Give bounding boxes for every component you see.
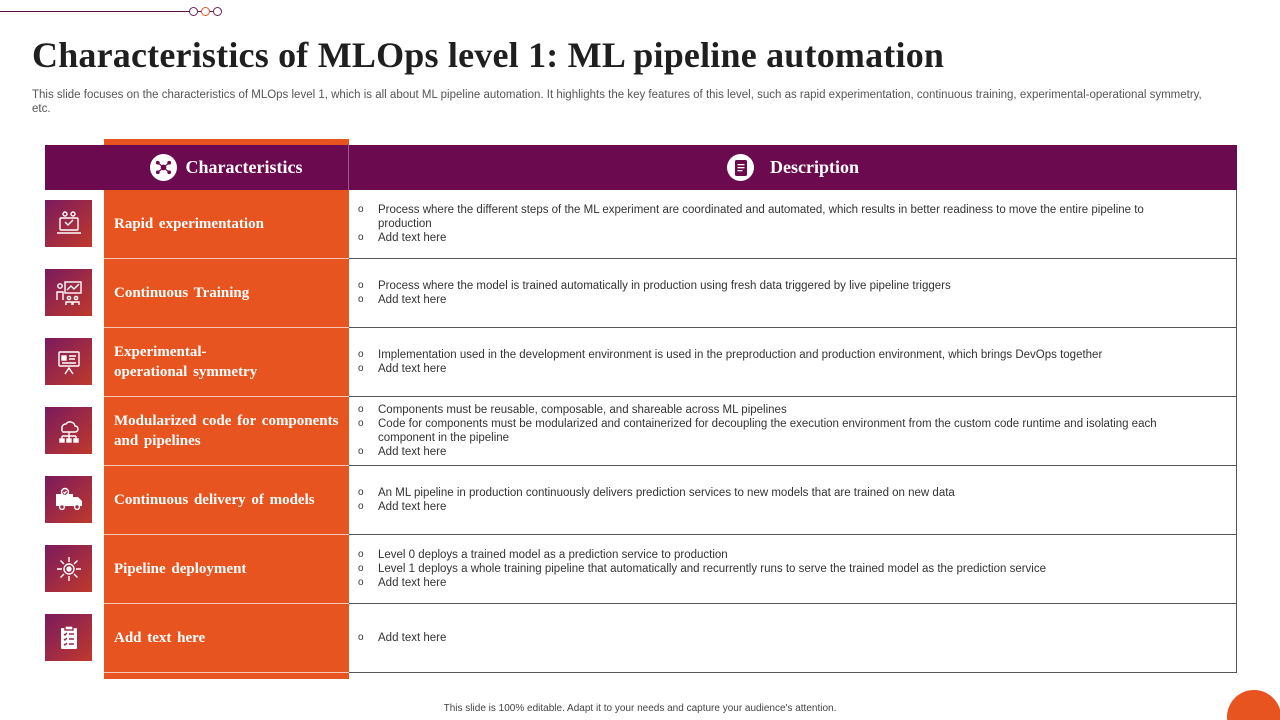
description-item: An ML pipeline in production continuousl… xyxy=(357,486,1196,500)
description-item: Add text here xyxy=(357,576,1196,590)
delivery-truck-icon xyxy=(45,476,92,523)
description-cell: Add text here xyxy=(349,604,1237,673)
characteristics-table: Rapid experimentation Process where the … xyxy=(45,190,1237,673)
description-item: Add text here xyxy=(357,500,1196,514)
characteristic-cell: Rapid experimentation xyxy=(104,190,349,259)
header-characteristics-label: Characteristics xyxy=(185,157,303,177)
characteristic-label: Rapid experimentation xyxy=(114,216,264,232)
header-description-label: Description xyxy=(770,157,859,177)
table-row: Modularized code for components and pipe… xyxy=(45,397,1237,466)
footer-note: This slide is 100% editable. Adapt it to… xyxy=(443,703,837,714)
table-row: Add text here Add text here xyxy=(45,604,1237,673)
characteristic-label: Experimental- operational symmetry xyxy=(114,344,258,380)
table-row: Continuous Training Process where the mo… xyxy=(45,259,1237,328)
deployment-gear-icon xyxy=(45,545,92,592)
header-description: Description xyxy=(349,145,1237,190)
description-item: Code for components must be modularized … xyxy=(357,417,1196,445)
characteristic-cell: Add text here xyxy=(104,604,349,673)
decoration-dot xyxy=(201,7,210,16)
document-icon xyxy=(727,154,754,181)
slide-title: Characteristics of MLOps level 1: ML pip… xyxy=(32,35,945,75)
description-item: Level 1 deploys a whole training pipelin… xyxy=(357,562,1196,576)
cloud-network-icon xyxy=(45,407,92,454)
checklist-clipboard-icon xyxy=(45,614,92,661)
characteristic-cell: Experimental- operational symmetry xyxy=(104,328,349,397)
table-header: Characteristics Description xyxy=(45,145,1237,190)
description-item: Add text here xyxy=(357,445,1196,459)
description-item: Add text here xyxy=(357,631,1196,645)
characteristic-cell: Modularized code for components and pipe… xyxy=(104,397,349,466)
description-cell: An ML pipeline in production continuousl… xyxy=(349,466,1237,535)
decoration-dot xyxy=(189,7,198,16)
symmetry-monitor-icon xyxy=(45,338,92,385)
table-row: Pipeline deployment Level 0 deploys a tr… xyxy=(45,535,1237,604)
top-decoration-dots xyxy=(189,7,222,16)
description-cell: Implementation used in the development e… xyxy=(349,328,1237,397)
description-item: Add text here xyxy=(357,231,1196,245)
characteristic-label: Pipeline deployment xyxy=(114,561,247,577)
top-decoration-line xyxy=(0,11,190,12)
description-item: Level 0 deploys a trained model as a pre… xyxy=(357,548,1196,562)
network-nodes-icon xyxy=(149,154,177,181)
description-item: Add text here xyxy=(357,293,1196,307)
table-row: Rapid experimentation Process where the … xyxy=(45,190,1237,259)
characteristic-label: Modularized code for components and pipe… xyxy=(114,413,339,449)
characteristics-column-background xyxy=(104,139,349,679)
description-cell: Process where the model is trained autom… xyxy=(349,259,1237,328)
decoration-dot xyxy=(213,7,222,16)
training-presentation-icon xyxy=(45,269,92,316)
header-characteristics: Characteristics xyxy=(104,145,349,190)
slide-subtitle: This slide focuses on the characteristic… xyxy=(32,89,1202,115)
corner-decoration xyxy=(1227,690,1280,720)
characteristic-label: Continuous delivery of models xyxy=(114,492,315,508)
description-item: Implementation used in the development e… xyxy=(357,348,1196,362)
description-cell: Components must be reusable, composable,… xyxy=(349,397,1237,466)
table-row: Continuous delivery of models An ML pipe… xyxy=(45,466,1237,535)
characteristic-cell: Continuous Training xyxy=(104,259,349,328)
characteristic-cell: Pipeline deployment xyxy=(104,535,349,604)
characteristic-label: Add text here xyxy=(114,630,206,646)
description-cell: Process where the different steps of the… xyxy=(349,190,1237,259)
description-item: Components must be reusable, composable,… xyxy=(357,403,1196,417)
experiment-laptop-icon xyxy=(45,200,92,247)
description-item: Process where the different steps of the… xyxy=(357,203,1196,231)
characteristic-cell: Continuous delivery of models xyxy=(104,466,349,535)
description-item: Add text here xyxy=(357,362,1196,376)
description-cell: Level 0 deploys a trained model as a pre… xyxy=(349,535,1237,604)
characteristic-label: Continuous Training xyxy=(114,285,250,301)
table-row: Experimental- operational symmetry Imple… xyxy=(45,328,1237,397)
description-item: Process where the model is trained autom… xyxy=(357,279,1196,293)
